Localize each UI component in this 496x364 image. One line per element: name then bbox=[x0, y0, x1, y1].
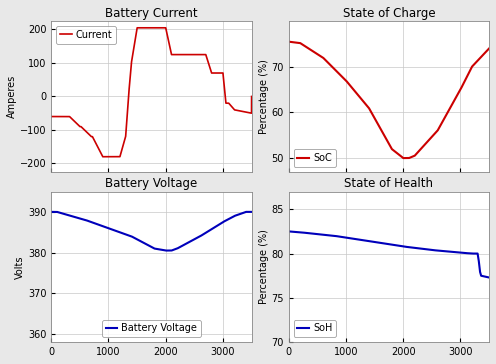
Title: Battery Current: Battery Current bbox=[105, 7, 198, 20]
Title: State of Charge: State of Charge bbox=[343, 7, 435, 20]
Y-axis label: Amperes: Amperes bbox=[7, 75, 17, 118]
Y-axis label: Percentage (%): Percentage (%) bbox=[258, 59, 269, 134]
Title: Battery Voltage: Battery Voltage bbox=[105, 177, 197, 190]
Legend: Battery Voltage: Battery Voltage bbox=[102, 320, 201, 337]
Y-axis label: Volts: Volts bbox=[15, 255, 25, 278]
Y-axis label: Percentage (%): Percentage (%) bbox=[258, 229, 268, 304]
Title: State of Health: State of Health bbox=[344, 177, 434, 190]
Legend: SoC: SoC bbox=[294, 149, 336, 167]
Legend: SoH: SoH bbox=[294, 320, 336, 337]
Legend: Current: Current bbox=[56, 26, 116, 44]
